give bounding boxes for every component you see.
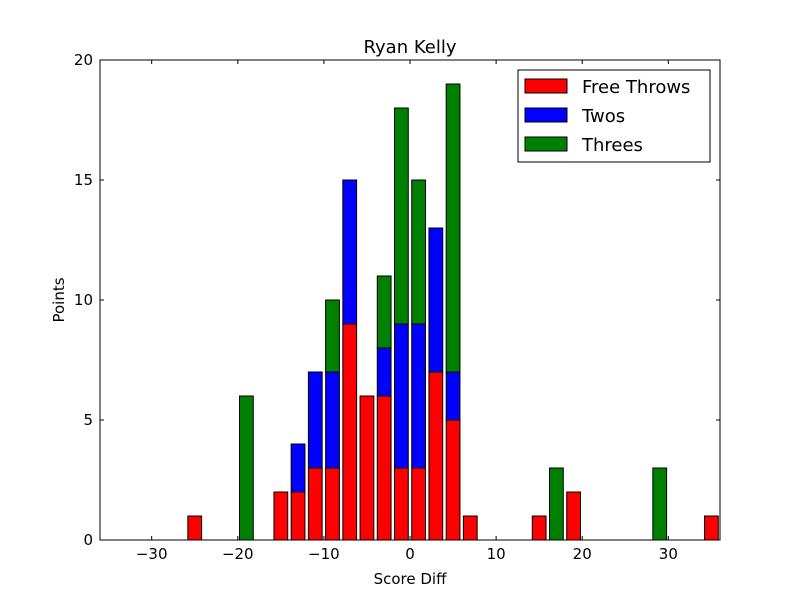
bar-twos xyxy=(428,227,444,373)
bar-twos xyxy=(445,371,461,421)
ticks-layer: −30 −20 −10 0 10 20 30 0 5 10 15 20 xyxy=(74,51,720,563)
x-tick-label: −10 xyxy=(308,545,340,563)
x-tick-label: 30 xyxy=(659,545,678,563)
bar-threes xyxy=(376,275,392,349)
bar-threes xyxy=(411,179,427,325)
y-tick-label: 20 xyxy=(74,51,93,69)
bar-free-throws xyxy=(428,371,444,541)
bar-twos xyxy=(411,323,427,469)
legend-label: Threes xyxy=(581,135,643,156)
bar-twos xyxy=(342,179,358,325)
x-tick-label: −20 xyxy=(222,545,254,563)
legend-swatch xyxy=(524,136,568,152)
bar-free-throws xyxy=(566,491,582,541)
bar-free-throws xyxy=(273,491,289,541)
legend-label: Free Throws xyxy=(582,77,690,98)
bar-free-throws xyxy=(290,491,306,541)
x-tick-label: 10 xyxy=(487,545,506,563)
chart-title: Ryan Kelly xyxy=(364,37,457,58)
bar-twos xyxy=(394,323,409,469)
bar-threes xyxy=(652,467,668,541)
bar-twos xyxy=(376,347,392,397)
bar-twos xyxy=(325,371,340,469)
bar-free-throws xyxy=(307,467,323,541)
x-tick-label: −30 xyxy=(136,545,168,563)
legend-swatch xyxy=(524,107,568,123)
bar-free-throws xyxy=(411,467,427,541)
bar-threes xyxy=(394,107,409,325)
bar-free-throws xyxy=(187,515,203,541)
bar-free-throws xyxy=(325,467,340,541)
bar-free-throws xyxy=(531,515,547,541)
x-tick-label: 20 xyxy=(573,545,592,563)
bar-threes xyxy=(549,467,564,541)
x-tick-label: 0 xyxy=(405,545,415,563)
bar-threes xyxy=(325,299,340,373)
legend-swatch xyxy=(524,78,568,94)
y-tick-label: 15 xyxy=(74,171,93,189)
bar-free-throws xyxy=(462,515,478,541)
legend: Free Throws Twos Threes xyxy=(517,69,711,163)
plot-frame xyxy=(99,59,721,541)
bar-free-throws xyxy=(342,323,358,541)
y-axis-label: Points xyxy=(50,277,68,322)
bar-threes xyxy=(445,83,461,373)
bars-layer xyxy=(187,83,719,541)
y-tick-label: 0 xyxy=(83,531,93,549)
bar-twos xyxy=(307,371,323,469)
bar-threes xyxy=(239,395,254,541)
bar-twos xyxy=(290,443,306,493)
bar-free-throws xyxy=(704,515,719,541)
y-tick-label: 5 xyxy=(83,411,93,429)
x-axis-label: Score Diff xyxy=(374,570,447,588)
bar-free-throws xyxy=(394,467,409,541)
bar-free-throws xyxy=(376,395,392,541)
bar-free-throws xyxy=(359,395,375,541)
legend-label: Twos xyxy=(581,106,625,127)
y-tick-label: 10 xyxy=(74,291,93,309)
bar-free-throws xyxy=(445,419,461,541)
